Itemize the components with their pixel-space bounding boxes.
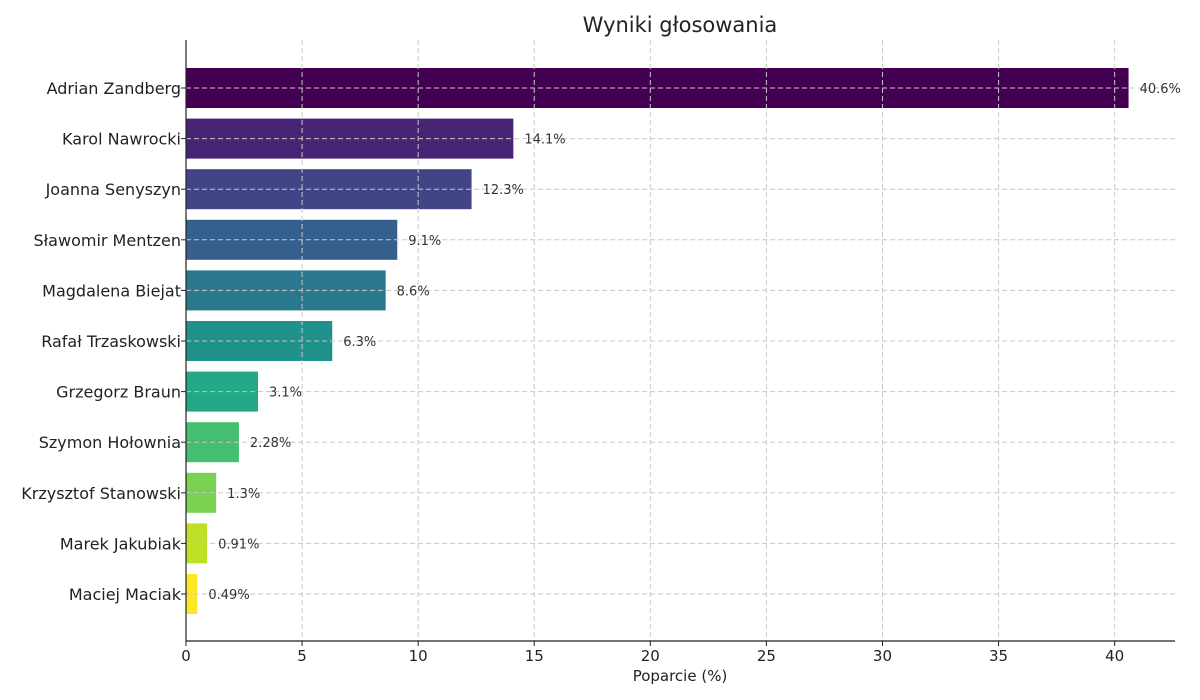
value-label: 0.91% xyxy=(218,537,259,552)
category-label: Adrian Zandberg xyxy=(47,79,181,98)
category-label: Marek Jakubiak xyxy=(60,534,182,553)
category-label: Rafał Trzaskowski xyxy=(41,332,181,351)
x-tick-label: 25 xyxy=(757,647,776,665)
x-tick-label: 30 xyxy=(873,647,892,665)
value-label: 0.49% xyxy=(208,588,249,603)
x-tick-label: 5 xyxy=(297,647,307,665)
labels-layer: Adrian Zandberg 40.6% Karol Nawrocki 14.1% J… xyxy=(21,79,1181,604)
axes-layer: 0 5 10 15 20 25 30 35 40 xyxy=(181,40,1175,665)
value-label: 9.1% xyxy=(408,234,441,249)
chart-title: Wyniki głosowania xyxy=(583,13,778,37)
bar xyxy=(186,574,198,614)
value-label: 3.1% xyxy=(269,386,302,401)
bar xyxy=(186,169,472,210)
category-label: Maciej Maciak xyxy=(69,585,182,604)
category-label: Sławomir Mentzen xyxy=(33,231,181,250)
x-tick-label: 20 xyxy=(641,647,660,665)
x-tick-label: 35 xyxy=(989,647,1008,665)
value-label: 12.3% xyxy=(483,183,524,198)
category-label: Joanna Senyszyn xyxy=(45,180,181,199)
value-label: 8.6% xyxy=(397,284,430,299)
value-label: 2.28% xyxy=(250,436,291,451)
category-label: Karol Nawrocki xyxy=(62,130,181,149)
grid-layer xyxy=(185,40,1175,641)
x-axis-label: Poparcie (%) xyxy=(633,667,728,685)
x-tick-label: 10 xyxy=(409,647,428,665)
value-label: 6.3% xyxy=(343,335,376,350)
x-tick-label: 15 xyxy=(525,647,544,665)
category-label: Szymon Hołownia xyxy=(39,433,181,452)
value-label: 1.3% xyxy=(227,487,260,502)
category-label: Magdalena Biejat xyxy=(42,281,181,300)
category-label: Grzegorz Braun xyxy=(56,383,181,402)
x-tick-label: 0 xyxy=(181,647,191,665)
category-label: Krzysztof Stanowski xyxy=(21,484,181,503)
value-label: 14.1% xyxy=(524,133,565,148)
x-tick-label: 40 xyxy=(1105,647,1124,665)
value-label: 40.6% xyxy=(1140,82,1181,97)
